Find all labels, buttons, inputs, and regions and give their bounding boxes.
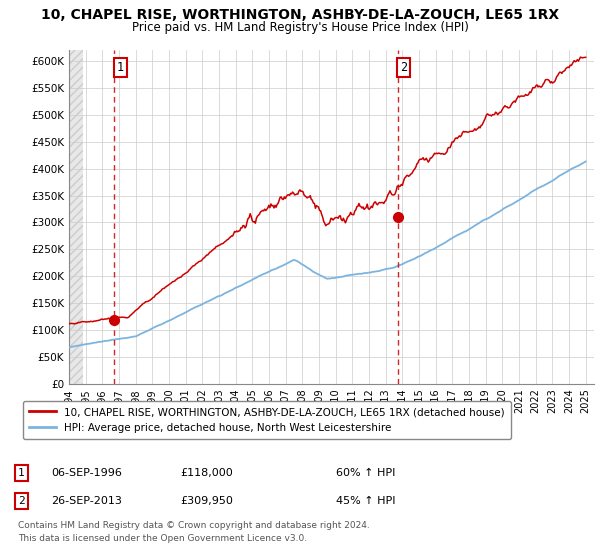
- Text: 10, CHAPEL RISE, WORTHINGTON, ASHBY-DE-LA-ZOUCH, LE65 1RX: 10, CHAPEL RISE, WORTHINGTON, ASHBY-DE-L…: [41, 8, 559, 22]
- Text: Contains HM Land Registry data © Crown copyright and database right 2024.: Contains HM Land Registry data © Crown c…: [18, 521, 370, 530]
- Text: 2: 2: [400, 61, 407, 74]
- Legend: 10, CHAPEL RISE, WORTHINGTON, ASHBY-DE-LA-ZOUCH, LE65 1RX (detached house), HPI:: 10, CHAPEL RISE, WORTHINGTON, ASHBY-DE-L…: [23, 401, 511, 439]
- Text: 1: 1: [116, 61, 124, 74]
- Text: This data is licensed under the Open Government Licence v3.0.: This data is licensed under the Open Gov…: [18, 534, 307, 543]
- Text: 60% ↑ HPI: 60% ↑ HPI: [336, 468, 395, 478]
- Text: 2: 2: [18, 496, 25, 506]
- Text: 26-SEP-2013: 26-SEP-2013: [51, 496, 122, 506]
- Text: 06-SEP-1996: 06-SEP-1996: [51, 468, 122, 478]
- Text: Price paid vs. HM Land Registry's House Price Index (HPI): Price paid vs. HM Land Registry's House …: [131, 21, 469, 34]
- Text: £118,000: £118,000: [180, 468, 233, 478]
- Text: £309,950: £309,950: [180, 496, 233, 506]
- Text: 1: 1: [18, 468, 25, 478]
- Text: 45% ↑ HPI: 45% ↑ HPI: [336, 496, 395, 506]
